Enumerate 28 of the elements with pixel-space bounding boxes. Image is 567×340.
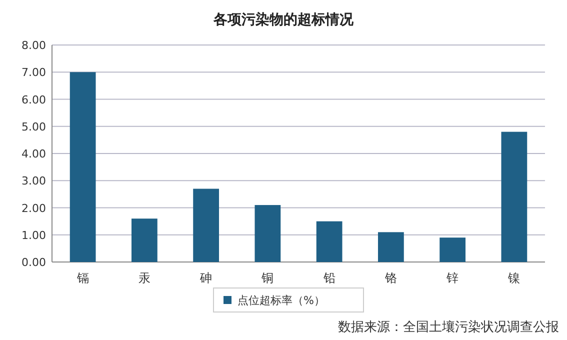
y-tick-label: 5.00 — [22, 120, 46, 134]
x-tick-label: 汞 — [138, 271, 150, 285]
x-tick-label: 锌 — [446, 271, 459, 285]
bar — [254, 205, 281, 262]
source-note: 数据来源：全国土壤污染状况调查公报 — [338, 320, 559, 335]
y-tick-label: 8.00 — [22, 39, 46, 52]
x-tick-label: 镉 — [76, 271, 89, 285]
x-tick-label: 镍 — [507, 271, 520, 285]
y-tick-label: 0.00 — [22, 256, 46, 269]
bar — [501, 132, 528, 262]
y-tick-label: 3.00 — [22, 174, 46, 188]
y-tick-label: 2.00 — [22, 202, 46, 215]
chart-title: 各项污染物的超标情况 — [212, 11, 354, 28]
y-tick-label: 1.00 — [22, 228, 46, 242]
y-tick-label: 4.00 — [22, 148, 46, 160]
legend-label: 点位超标率（%） — [238, 294, 325, 307]
x-tick-label: 铅 — [322, 271, 336, 285]
bar — [70, 72, 96, 262]
bar — [378, 232, 404, 262]
bar — [440, 238, 466, 262]
bar — [193, 188, 220, 262]
bar — [316, 221, 342, 262]
x-tick-label: 铬 — [384, 271, 397, 285]
y-tick-label: 6.00 — [22, 93, 46, 106]
x-tick-label: 砷 — [199, 271, 212, 285]
y-tick-label: 7.00 — [22, 66, 46, 80]
x-tick-label: 铜 — [260, 271, 274, 285]
bar — [131, 218, 158, 262]
